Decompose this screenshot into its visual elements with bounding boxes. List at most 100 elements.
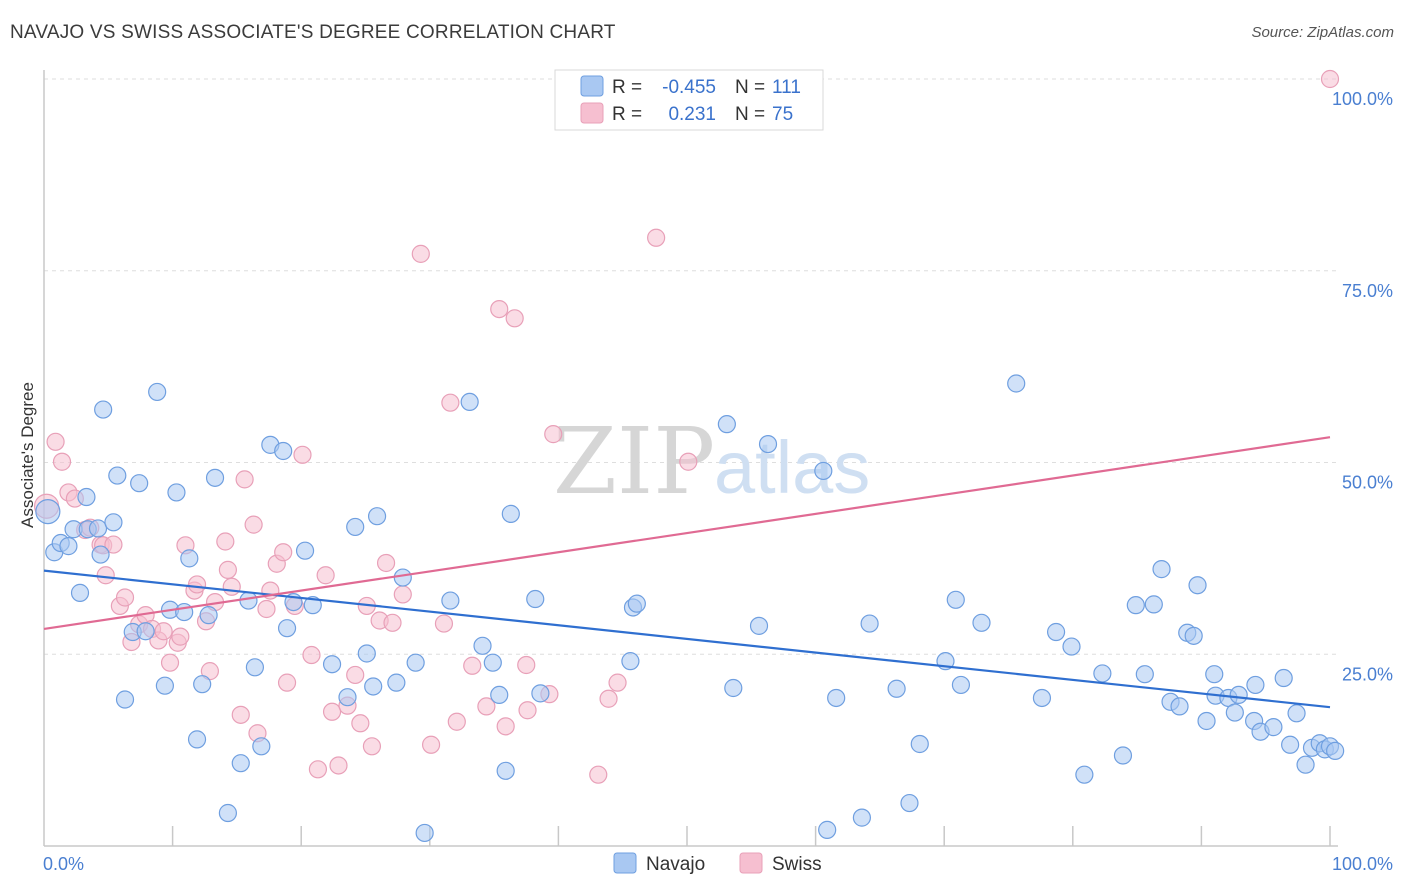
navajo-point — [104, 513, 123, 532]
swiss-legend-swatch — [580, 102, 604, 124]
navajo-point — [1144, 595, 1163, 614]
swiss-point — [231, 705, 250, 724]
navajo-point — [115, 690, 135, 709]
swiss-point — [496, 717, 515, 736]
navajo-point — [91, 545, 110, 564]
swiss-point — [104, 535, 123, 554]
swiss-legend-label: Swiss — [772, 854, 822, 875]
navajo-point — [852, 808, 871, 827]
swiss-point — [490, 300, 509, 319]
watermark-atlas: atlas — [714, 426, 870, 509]
navajo-point — [1188, 576, 1207, 595]
trend-lines — [43, 436, 1331, 709]
navajo-point — [364, 677, 383, 696]
navajo-point — [717, 415, 736, 434]
swiss-point — [362, 737, 382, 756]
navajo-point — [621, 652, 640, 671]
swiss-point — [257, 599, 276, 619]
navajo-point — [231, 754, 250, 773]
navajo-point — [814, 461, 833, 481]
navajo-point — [193, 675, 212, 694]
swiss-point — [277, 673, 297, 692]
navajo-point — [1205, 665, 1224, 684]
stats-legend: R = -0.455 N = 111 R = 0.231 N = 75 — [554, 69, 824, 131]
navajo-point — [1274, 668, 1293, 688]
navajo-trendline — [43, 569, 1331, 709]
navajo-point — [393, 568, 412, 587]
swiss-point — [1320, 69, 1340, 89]
navajo-point — [900, 793, 919, 813]
navajo-point — [252, 737, 271, 756]
swiss-point — [244, 515, 263, 534]
swiss-point — [599, 689, 618, 708]
navajo-point — [136, 622, 155, 641]
swiss-point — [518, 701, 537, 720]
navajo-point — [274, 441, 293, 461]
swiss-point — [52, 452, 72, 471]
navajo-point — [526, 589, 545, 609]
navajo-point — [910, 734, 929, 754]
swiss-point — [154, 622, 173, 641]
swiss-point — [293, 445, 312, 464]
y-tick-label: 75.0% — [1342, 281, 1393, 301]
swiss-point — [544, 425, 563, 444]
navajo-point — [460, 392, 479, 412]
navajo-point — [70, 583, 90, 602]
navajo-legend-label: Navajo — [646, 854, 705, 875]
swiss-point — [647, 228, 666, 247]
navajo-point — [218, 803, 237, 823]
navajo-point — [387, 673, 406, 692]
y-tick-label: 25.0% — [1342, 664, 1393, 684]
navajo-point — [357, 644, 376, 663]
swiss-point — [463, 656, 482, 675]
navajo-point — [1062, 637, 1081, 656]
swiss-point — [216, 532, 235, 551]
navajo-r-value: -0.455 — [662, 77, 716, 98]
swiss-r-label: R = — [612, 104, 642, 125]
swiss-point — [96, 566, 115, 585]
swiss-point — [316, 566, 335, 585]
navajo-point — [367, 507, 387, 526]
navajo-point — [322, 655, 342, 674]
swiss-trendline — [43, 436, 1331, 631]
swiss-n-value: 75 — [772, 104, 793, 125]
navajo-point — [1113, 746, 1133, 765]
swiss-point — [171, 627, 190, 646]
swiss-point — [441, 393, 460, 412]
navajo-point — [1135, 665, 1154, 684]
navajo-point — [724, 678, 743, 698]
swiss-point — [274, 543, 293, 562]
swiss-point — [679, 452, 698, 471]
navajo-point — [627, 594, 646, 613]
navajo-point — [1007, 374, 1026, 393]
navajo-r-label: R = — [612, 77, 642, 98]
navajo-point — [1075, 765, 1094, 784]
swiss-point — [160, 653, 180, 672]
navajo-point — [860, 614, 879, 633]
navajo-point — [441, 591, 460, 610]
navajo-point — [1246, 675, 1265, 695]
navajo-point — [483, 653, 502, 672]
swiss-point — [329, 756, 348, 775]
swiss-point — [376, 553, 396, 573]
swiss-point — [447, 712, 466, 731]
swiss-point — [346, 665, 365, 685]
swiss-point — [308, 760, 328, 779]
swiss-legend-box — [739, 852, 763, 874]
swiss-point — [218, 560, 237, 579]
axes — [43, 70, 1338, 847]
navajo-point — [148, 382, 167, 402]
navajo-point — [972, 613, 991, 632]
navajo-point — [473, 636, 492, 655]
swiss-point — [434, 614, 454, 633]
navajo-point — [1229, 685, 1248, 705]
swiss-point — [589, 765, 608, 784]
source-label: Source: ZipAtlas.com — [1251, 24, 1394, 41]
y-axis-label: Associate's Degree — [18, 382, 37, 528]
navajo-series — [35, 374, 1345, 843]
navajo-point — [946, 590, 965, 609]
series-legend: Navajo Swiss — [613, 852, 822, 875]
navajo-point — [1225, 703, 1244, 722]
y-tick-labels: 25.0% 50.0% 75.0% 100.0% — [1332, 89, 1393, 684]
